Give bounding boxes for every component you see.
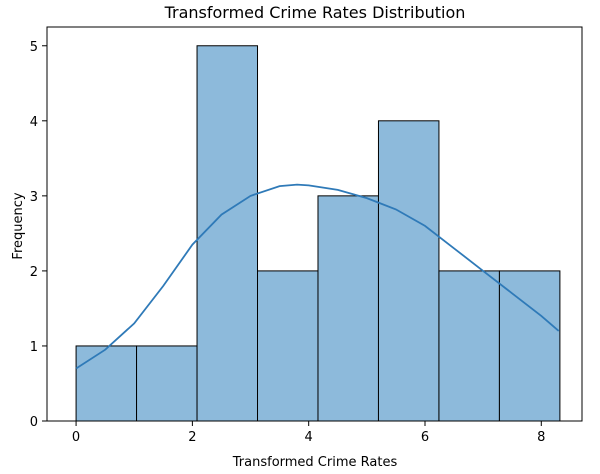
y-tick-label: 4	[30, 115, 38, 130]
histogram-bar-4	[317, 195, 379, 422]
histogram-bar-5	[377, 120, 440, 422]
histogram-bar-3	[257, 270, 319, 422]
histogram-bar-1	[136, 345, 198, 422]
y-axis-label: Frequency	[11, 192, 26, 259]
x-tick-label: 6	[421, 430, 429, 445]
y-tick-label: 1	[30, 340, 38, 355]
plot-area-frame	[46, 26, 583, 422]
histogram-bar-0	[75, 345, 138, 422]
watermark-text: 知乎 @模型视角	[479, 441, 596, 460]
x-tick-label: 2	[188, 430, 196, 445]
histogram-bar-6	[438, 270, 500, 422]
x-axis-ticks: 0 2 4 6 8	[72, 421, 545, 445]
x-tick-label: 0	[72, 430, 80, 445]
y-tick-label: 0	[30, 415, 38, 430]
chart-title: Transformed Crime Rates Distribution	[164, 3, 466, 22]
x-tick-label: 8	[537, 430, 545, 445]
x-axis-label: Transformed Crime Rates	[232, 455, 398, 470]
x-tick-label: 4	[305, 430, 313, 445]
y-tick-label: 3	[30, 190, 38, 205]
y-tick-label: 5	[30, 40, 38, 55]
histogram-bar-7	[498, 270, 561, 422]
kde-curve	[75, 183, 560, 370]
y-tick-label: 2	[30, 265, 38, 280]
histogram-bars	[75, 45, 561, 422]
y-axis-ticks: 0 1 2 3 4 5	[30, 40, 47, 430]
histogram-bar-2	[196, 45, 259, 422]
